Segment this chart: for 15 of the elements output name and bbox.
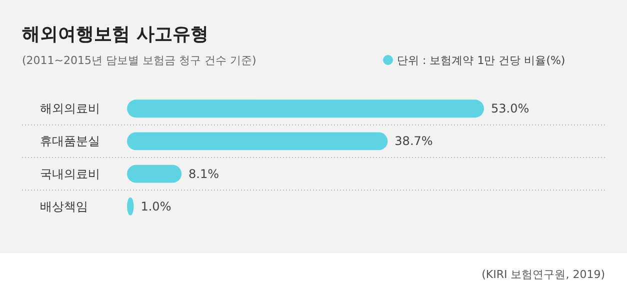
bar bbox=[127, 132, 388, 150]
y-tick-label: 배상책임 bbox=[40, 199, 88, 214]
y-tick-label: 휴대품분실 bbox=[40, 134, 100, 148]
data-label: 8.1% bbox=[188, 166, 220, 181]
text: (KIRI 보험연구원, 2019) bbox=[482, 268, 605, 281]
chart-title: 해외여행보험 사고유형 bbox=[22, 24, 208, 45]
chart-subtitle: (2011~2015년 담보별 보험금 청구 건수 기준) bbox=[22, 54, 256, 67]
legend-label: 단위 : 보험계약 1만 건당 비율(%) bbox=[397, 54, 566, 67]
y-tick-label: 해외의료비 bbox=[40, 102, 100, 116]
y-tick-label: 국내의료비 bbox=[40, 166, 100, 181]
bar bbox=[127, 164, 182, 183]
data-label: 53.0% bbox=[491, 102, 530, 116]
data-label: 38.7% bbox=[394, 134, 433, 148]
bar bbox=[127, 100, 484, 118]
data-label: 1.0% bbox=[140, 199, 172, 214]
